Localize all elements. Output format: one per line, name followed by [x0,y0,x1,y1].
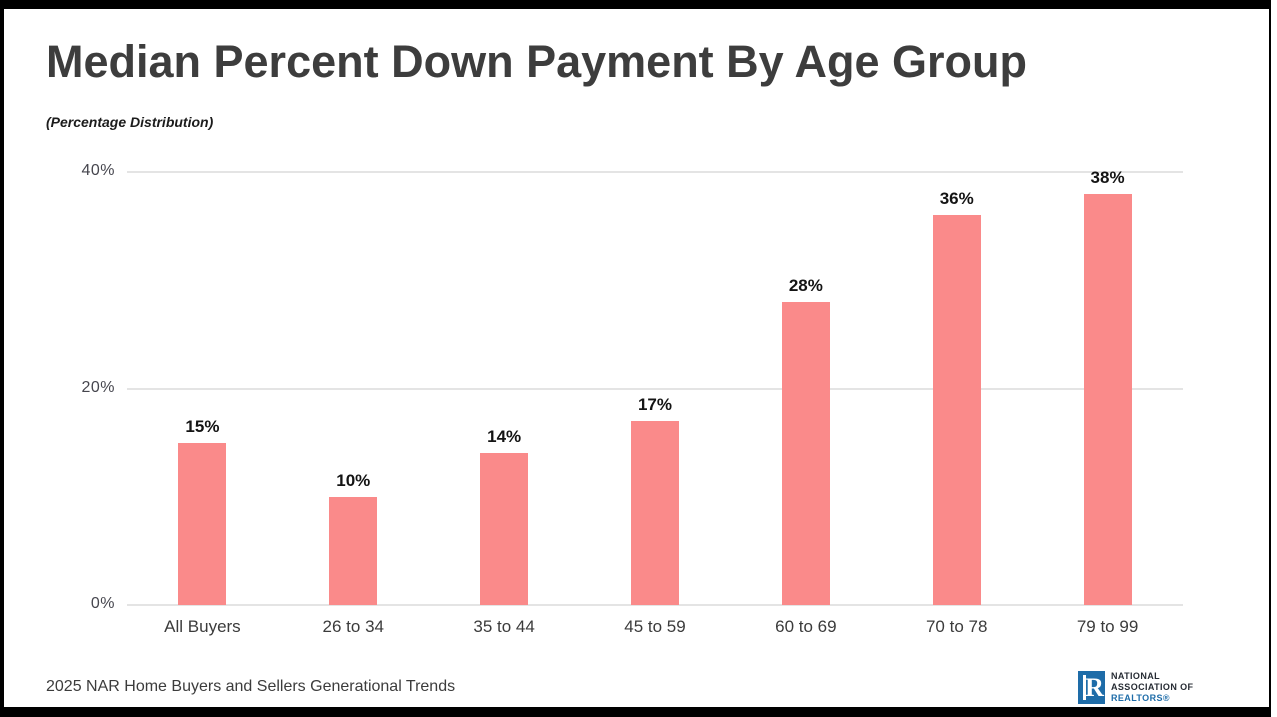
gridline [127,171,1183,173]
x-axis-label: 70 to 78 [925,617,988,636]
bar [932,215,981,605]
nar-logo-text: NATIONAL ASSOCIATION OF REALTORS® [1111,671,1193,704]
gridline [127,387,1183,390]
bar-value-label: 36% [939,189,974,209]
realtor-r-letter: R [1085,672,1104,702]
frame-border-right [1269,6,1271,717]
x-axis-label: 60 to 69 [775,617,837,636]
bar-value-label: 38% [1090,167,1125,187]
chart-subtitle: (Percentage Distribution) [46,114,214,130]
frame-border-left [0,0,4,717]
bar [1083,193,1132,605]
plot-area: 0% 20% 40% 15% All Buyers 10% 26 to 34 14% 35 to… [81,162,1183,636]
chart-title: Median Percent Down Payment By Age Group [46,36,1028,87]
frame-border-top [0,0,1271,9]
bar [329,496,378,605]
bar [781,301,830,605]
realtor-r-icon: R [1078,671,1105,704]
bar [480,453,529,605]
bar-value-label: 14% [487,427,522,447]
x-axis-label: All Buyers [164,617,241,636]
nar-logo-line3: REALTORS® [1111,693,1170,703]
bar-value-label: 15% [185,416,220,436]
nar-logo-line1: NATIONAL [1111,671,1161,681]
bar-value-label: 17% [637,394,672,414]
x-axis-label: 45 to 59 [624,617,686,636]
bar-value-label: 10% [336,470,371,490]
bar [178,442,227,605]
y-axis-tick-label: 40% [81,162,115,179]
x-axis-label: 35 to 44 [473,617,535,636]
gridline [127,604,1183,606]
y-axis-tick-label: 20% [81,378,115,396]
y-axis-tick-label: 0% [90,595,115,612]
bar-value-label: 28% [788,275,823,295]
bar [631,420,679,605]
frame-border-bottom [0,707,1271,717]
x-axis-label: 26 to 34 [322,617,384,636]
source-note: 2025 NAR Home Buyers and Sellers Generat… [46,678,456,695]
nar-logo: R NATIONAL ASSOCIATION OF REALTORS® [1078,671,1193,704]
nar-logo-line2: ASSOCIATION OF [1111,682,1194,692]
x-axis-label: 79 to 99 [1076,617,1139,636]
